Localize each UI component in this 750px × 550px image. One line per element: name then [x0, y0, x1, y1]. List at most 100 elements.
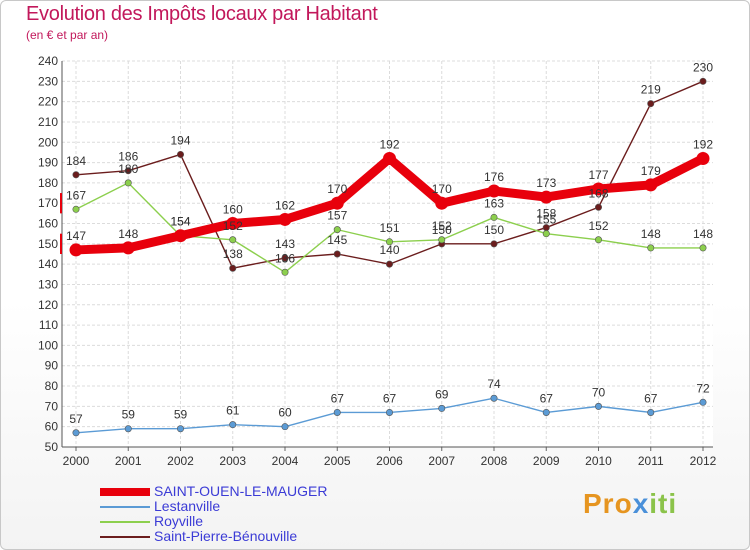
x-tick-label: 2010: [585, 454, 612, 468]
data-label-royville: 148: [693, 227, 713, 241]
data-point-saint-ouen-le-mauger: [278, 212, 292, 226]
logo-part-3: iti: [649, 488, 678, 519]
data-point-lestanville: [542, 408, 550, 416]
data-label-saint-ouen-le-mauger: 170: [327, 182, 347, 196]
data-point-saint-ouen-le-mauger: [592, 182, 605, 196]
x-tick-label: 2009: [533, 454, 560, 468]
data-point-lestanville: [229, 421, 237, 429]
data-label-royville: 157: [327, 209, 347, 223]
y-tick-label: 200: [38, 135, 58, 149]
data-point-lestanville: [438, 404, 446, 412]
logo-part-1: Pro: [583, 488, 633, 519]
data-label-saint-pierre-benouville: 143: [275, 237, 295, 251]
legend-label-saint-pierre-benouville: Saint-Pierre-Bénouville: [154, 528, 298, 544]
data-label-lestanville: 59: [174, 408, 188, 422]
data-point-saint-ouen-le-mauger: [539, 190, 553, 204]
y-tick-label: 220: [38, 95, 58, 109]
x-tick-label: 2007: [428, 454, 455, 468]
y-tick-label: 170: [38, 196, 58, 210]
data-label-lestanville: 74: [487, 377, 501, 391]
data-label-royville: 154: [170, 215, 190, 229]
data-label-lestanville: 67: [331, 391, 345, 405]
data-point-lestanville: [385, 408, 393, 416]
data-label-saint-pierre-benouville: 145: [327, 233, 347, 247]
y-tick-label: 240: [38, 54, 58, 68]
data-label-saint-ouen-le-mauger: 179: [641, 164, 661, 178]
data-point-royville: [542, 230, 550, 238]
y-tick-label: 100: [38, 338, 58, 352]
data-label-lestanville: 67: [644, 391, 658, 405]
y-tick-label: 50: [45, 440, 59, 454]
data-label-lestanville: 67: [383, 391, 397, 405]
data-label-saint-ouen-le-mauger: 147: [66, 229, 86, 243]
y-tick-label: 150: [38, 237, 58, 251]
data-point-saint-pierre-benouville: [594, 203, 602, 211]
data-point-saint-pierre-benouville: [490, 240, 498, 248]
y-tick-label: 110: [39, 318, 58, 332]
data-point-saint-ouen-le-mauger: [121, 241, 135, 255]
data-point-lestanville: [177, 425, 185, 433]
data-point-saint-ouen-le-mauger: [435, 196, 449, 210]
data-label-royville: 148: [641, 227, 661, 241]
legend-label-saint-ouen-le-mauger: SAINT-OUEN-LE-MAUGER: [154, 483, 328, 499]
data-point-saint-pierre-benouville: [177, 150, 185, 158]
data-label-royville: 152: [588, 219, 608, 233]
data-label-saint-ouen-le-mauger: 160: [223, 203, 243, 217]
data-point-royville: [229, 236, 237, 244]
data-label-saint-pierre-benouville: 140: [379, 243, 399, 257]
data-point-lestanville: [699, 398, 707, 406]
y-tick-label: 60: [45, 420, 59, 434]
data-point-saint-pierre-benouville: [281, 254, 289, 262]
data-point-royville: [594, 236, 602, 244]
legend-swatch-royville: [100, 521, 150, 523]
data-point-royville: [281, 268, 289, 276]
data-point-lestanville: [647, 408, 655, 416]
data-label-saint-pierre-benouville: 184: [66, 154, 86, 168]
data-point-lestanville: [333, 408, 341, 416]
data-point-royville: [438, 236, 446, 244]
data-label-royville: 167: [66, 188, 86, 202]
legend-swatch-saint-pierre-benouville: [100, 536, 150, 538]
data-label-saint-ouen-le-mauger: 148: [118, 227, 138, 241]
x-tick-label: 2001: [115, 454, 142, 468]
data-label-saint-pierre-benouville: 194: [170, 133, 190, 147]
y-tick-label: 180: [38, 176, 58, 190]
data-label-royville: 152: [432, 219, 452, 233]
y-tick-label: 120: [38, 298, 58, 312]
x-tick-label: 2011: [638, 454, 664, 468]
data-label-saint-ouen-le-mauger: 192: [693, 138, 713, 152]
data-point-saint-pierre-benouville: [229, 264, 237, 272]
chart-subtitle: (en € et par an): [26, 28, 109, 42]
proxiti-logo: Proxiti: [583, 488, 677, 520]
data-label-lestanville: 61: [226, 404, 240, 418]
x-tick-label: 2012: [690, 454, 717, 468]
data-label-royville: 155: [536, 213, 556, 227]
y-tick-label: 190: [38, 156, 58, 170]
data-label-saint-pierre-benouville: 219: [641, 83, 661, 97]
legend-swatch-lestanville: [100, 506, 150, 508]
data-label-royville: 136: [275, 251, 295, 265]
x-tick-label: 2006: [376, 454, 403, 468]
data-label-royville: 180: [118, 162, 138, 176]
series-saint-ouen-le-mauger: [69, 152, 710, 257]
y-tick-label: 140: [38, 257, 58, 271]
data-point-saint-pierre-benouville: [699, 77, 707, 85]
data-point-saint-ouen-le-mauger: [696, 152, 710, 166]
legend-swatch-saint-ouen-le-mauger: [100, 488, 150, 496]
y-tick-label: 160: [38, 217, 58, 231]
data-point-lestanville: [281, 423, 289, 431]
legend-label-royville: Royville: [154, 513, 204, 529]
data-label-saint-ouen-le-mauger: 170: [432, 182, 452, 196]
data-label-lestanville: 57: [69, 412, 83, 426]
x-tick-label: 2003: [219, 454, 246, 468]
data-label-lestanville: 72: [696, 381, 710, 395]
data-point-saint-pierre-benouville: [385, 260, 393, 268]
data-point-royville: [333, 226, 341, 234]
data-point-royville: [490, 213, 498, 221]
data-label-saint-ouen-le-mauger: 177: [588, 168, 608, 182]
data-label-royville: 151: [379, 221, 399, 235]
data-point-saint-ouen-le-mauger: [330, 196, 344, 210]
data-label-saint-pierre-benouville: 158: [536, 207, 556, 221]
x-tick-label: 2004: [272, 454, 299, 468]
